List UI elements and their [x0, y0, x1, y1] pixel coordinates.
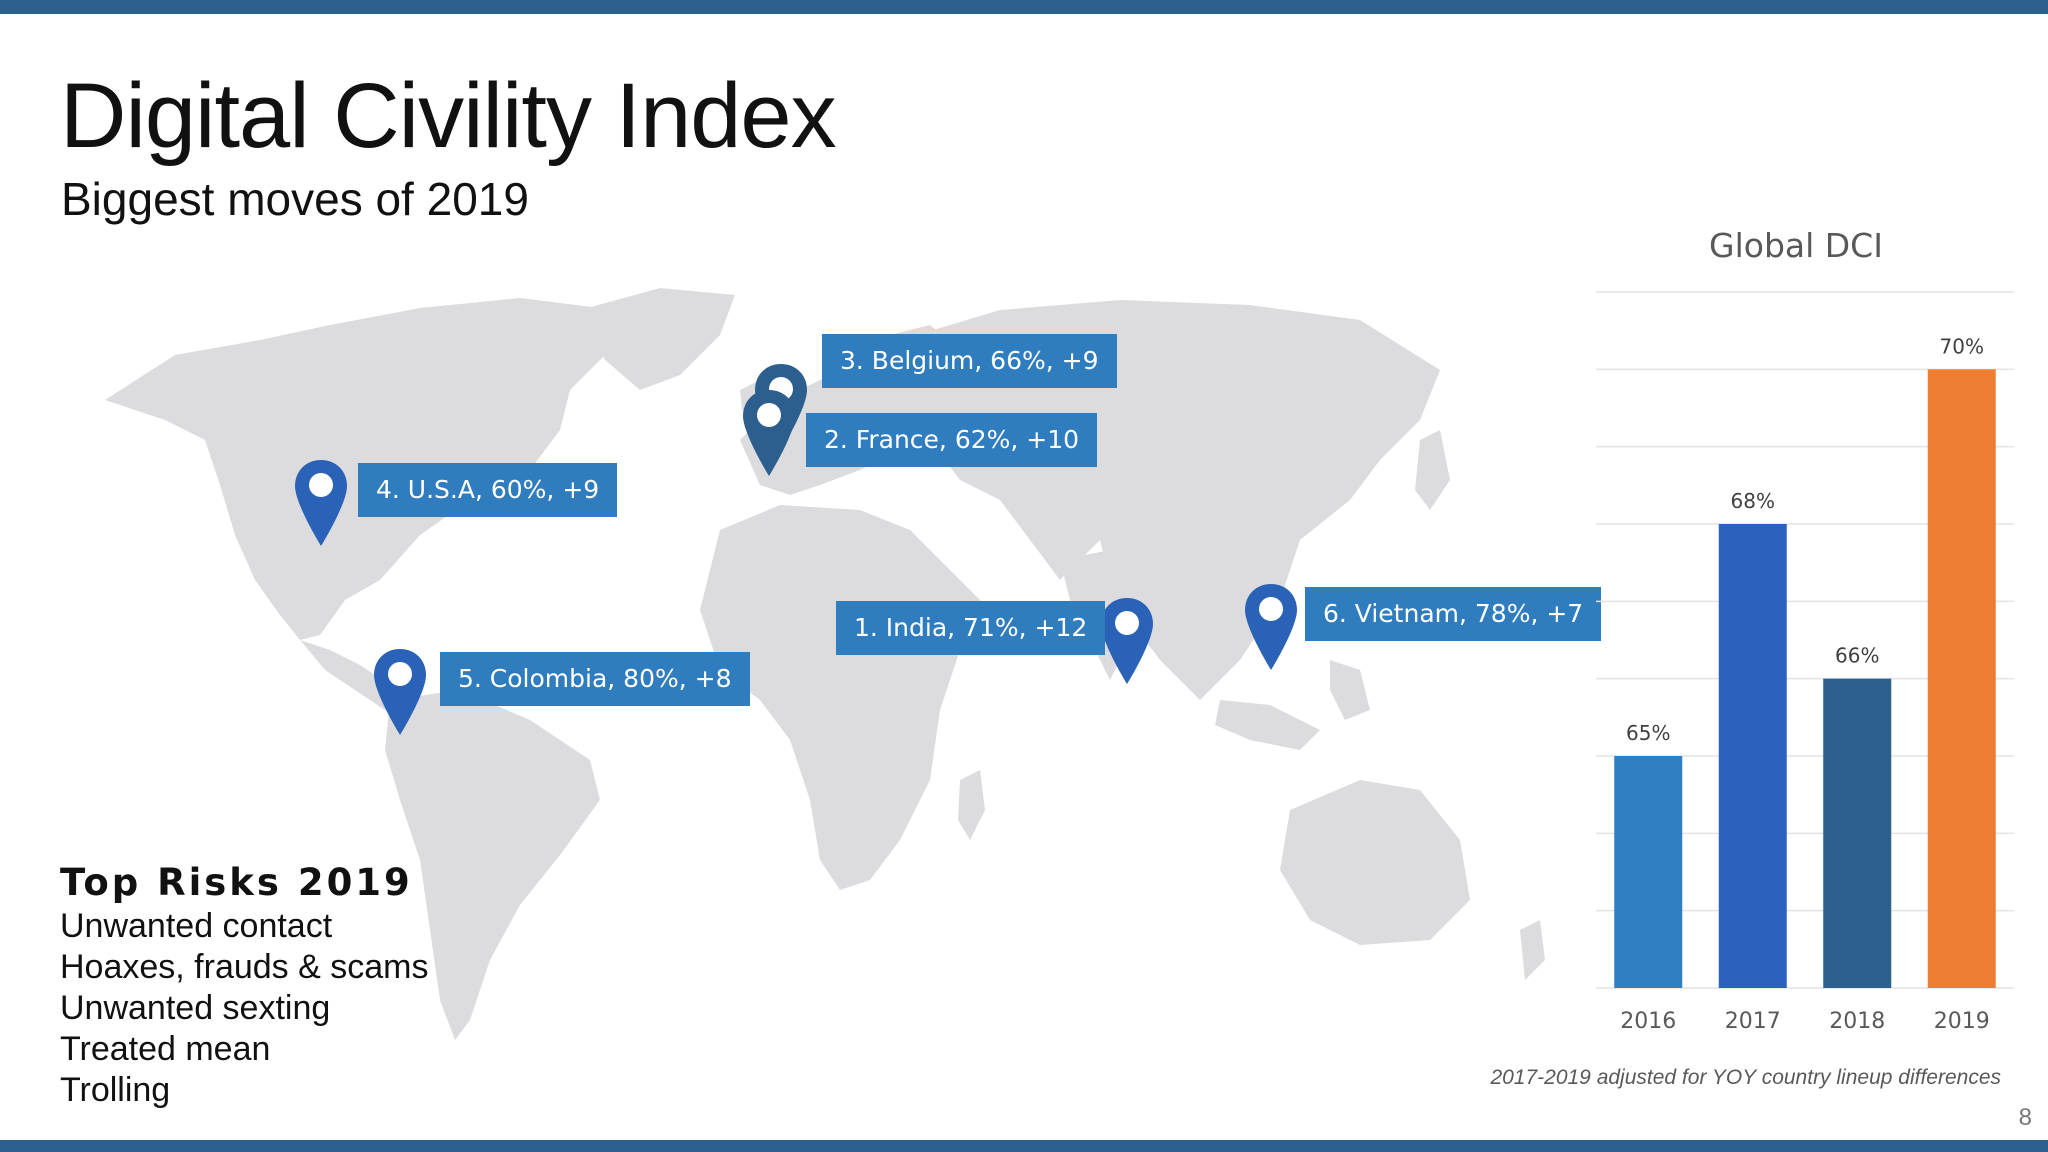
callout-india: 1. India, 71%, +12 — [836, 601, 1106, 655]
map-pin-icon[interactable] — [293, 458, 349, 548]
callout-usa: 4. U.S.A, 60%, +9 — [358, 463, 618, 517]
map-pin-icon[interactable] — [372, 647, 428, 737]
top-risks-title: Top Risks 2019 — [60, 861, 413, 904]
bar-2017 — [1718, 524, 1787, 988]
x-tick-label: 2017 — [1725, 1009, 1781, 1034]
bar-value-label: 70% — [1940, 334, 1984, 358]
bottom-band — [0, 1140, 2048, 1152]
risk-item: Hoaxes, frauds & scams — [60, 948, 429, 986]
map-pin-icon[interactable] — [1243, 582, 1299, 672]
bar-value-label: 66% — [1835, 644, 1879, 668]
callout-belgium: 3. Belgium, 66%, +9 — [822, 334, 1117, 388]
x-tick-label: 2018 — [1829, 1009, 1885, 1034]
global-dci-chart: Global DCI 65% 68% 66% 70% 2016 2017 2018 2019 — [1596, 226, 2014, 1034]
callout-france: 2. France, 62%, +10 — [806, 413, 1098, 467]
bar-2018 — [1823, 678, 1892, 988]
chart-title: Global DCI — [1709, 226, 1883, 265]
slide-subtitle: Biggest moves of 2019 — [61, 173, 529, 225]
top-band — [0, 0, 2048, 14]
callout-colombia: 5. Colombia, 80%, +8 — [440, 652, 750, 706]
page-number: 8 — [2018, 1104, 2032, 1131]
risk-item: Treated mean — [60, 1030, 271, 1068]
risk-item: Trolling — [60, 1071, 171, 1109]
bar-2016 — [1614, 756, 1683, 988]
map-pin-icon[interactable] — [741, 388, 797, 478]
map-pin-icon[interactable] — [1099, 596, 1155, 686]
bar-2019 — [1927, 369, 1996, 988]
x-tick-label: 2016 — [1620, 1009, 1676, 1034]
risk-item: Unwanted contact — [60, 907, 333, 945]
top-risks: Top Risks 2019 Unwanted contact Hoaxes, … — [60, 860, 428, 1111]
bar-value-label: 65% — [1626, 721, 1670, 745]
callout-vietnam: 6. Vietnam, 78%, +7 — [1305, 587, 1602, 641]
slide-title: Digital Civility Index — [60, 65, 837, 167]
x-tick-label: 2019 — [1934, 1009, 1990, 1034]
footnote: 2017-2019 adjusted for YOY country lineu… — [1490, 1066, 2001, 1089]
risk-item: Unwanted sexting — [60, 989, 331, 1027]
bar-value-label: 68% — [1731, 489, 1775, 513]
